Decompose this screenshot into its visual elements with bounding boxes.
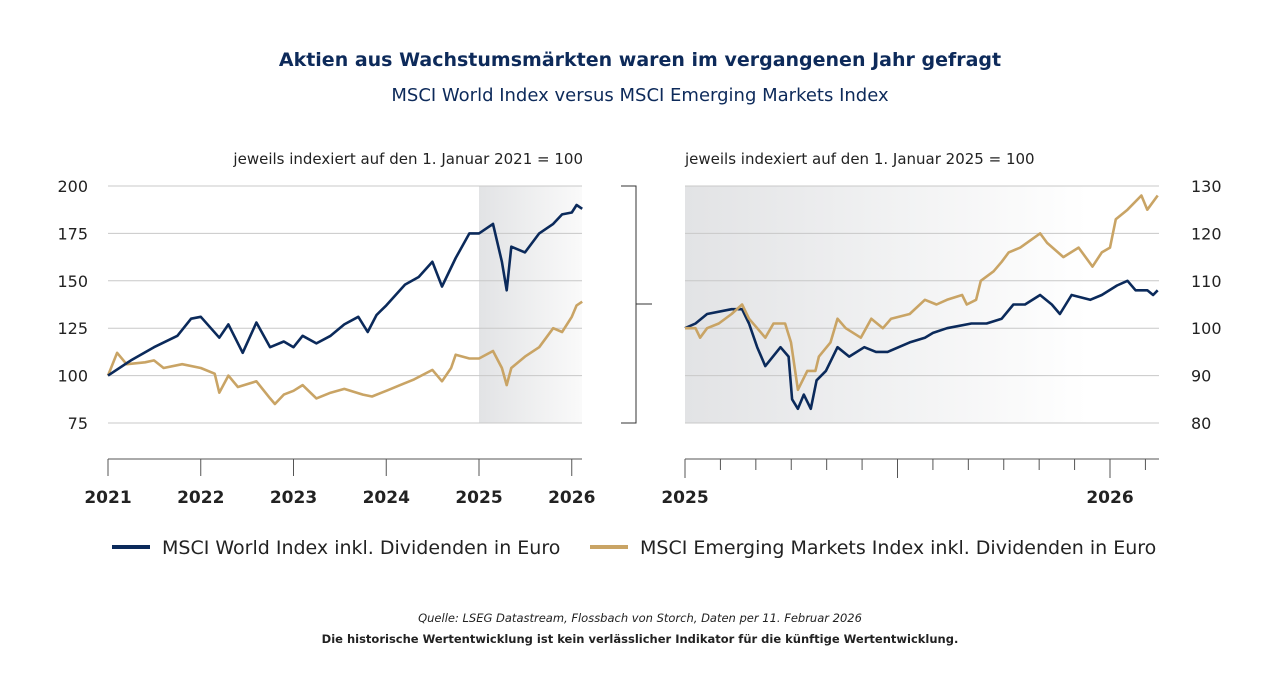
x-tick-label: 2025 <box>455 488 502 508</box>
left-chart-note: jeweils indexiert auf den 1. Januar 2021… <box>232 150 583 168</box>
y-tick-label: 130 <box>1191 177 1222 196</box>
x-tick-label: 2023 <box>270 488 317 508</box>
y-tick-label: 120 <box>1191 224 1222 243</box>
highlight-area <box>685 186 1159 423</box>
highlight-area <box>479 186 582 423</box>
y-tick-label: 75 <box>68 414 88 433</box>
legend-world-label: MSCI World Index inkl. Dividenden in Eur… <box>162 537 560 559</box>
y-tick-label: 100 <box>1191 319 1222 338</box>
zoom-bracket <box>621 185 652 424</box>
y-tick-label: 90 <box>1191 367 1211 386</box>
right-chart: 130 120 110 100 90 80 2025 2026 <box>661 177 1221 508</box>
x-tick-label: 2021 <box>84 488 131 508</box>
x-tick-label: 2026 <box>1086 488 1133 508</box>
series-line-em <box>685 194 1159 392</box>
legend-em-label: MSCI Emerging Markets Index inkl. Divide… <box>640 537 1156 559</box>
x-tick-label: 2026 <box>548 488 595 508</box>
y-tick-label: 100 <box>57 367 88 386</box>
series-line-world <box>107 203 583 377</box>
y-tick-label: 200 <box>57 177 88 196</box>
y-tick-label: 80 <box>1191 414 1211 433</box>
chart-title: Aktien aus Wachstumsmärkten waren im ver… <box>279 49 1001 71</box>
series-line-em <box>106 300 583 406</box>
y-tick-label: 175 <box>57 224 88 243</box>
y-tick-label: 150 <box>57 272 88 291</box>
disclaimer: Die historische Wertentwicklung ist kein… <box>322 632 959 646</box>
source-note: Quelle: LSEG Datastream, Flossbach von S… <box>418 611 862 625</box>
x-tick-label: 2025 <box>661 488 708 508</box>
y-tick-label: 125 <box>57 319 88 338</box>
y-tick-label: 110 <box>1191 272 1222 291</box>
right-chart-note: jeweils indexiert auf den 1. Januar 2025… <box>684 150 1035 168</box>
x-tick-label: 2022 <box>177 488 224 508</box>
chart-subtitle: MSCI World Index versus MSCI Emerging Ma… <box>391 85 889 106</box>
series-line-world <box>684 279 1159 411</box>
left-chart: 200 175 150 125 100 75 2021 2022 2023 2024 2025 202… <box>57 177 595 508</box>
x-tick-label: 2024 <box>363 488 410 508</box>
